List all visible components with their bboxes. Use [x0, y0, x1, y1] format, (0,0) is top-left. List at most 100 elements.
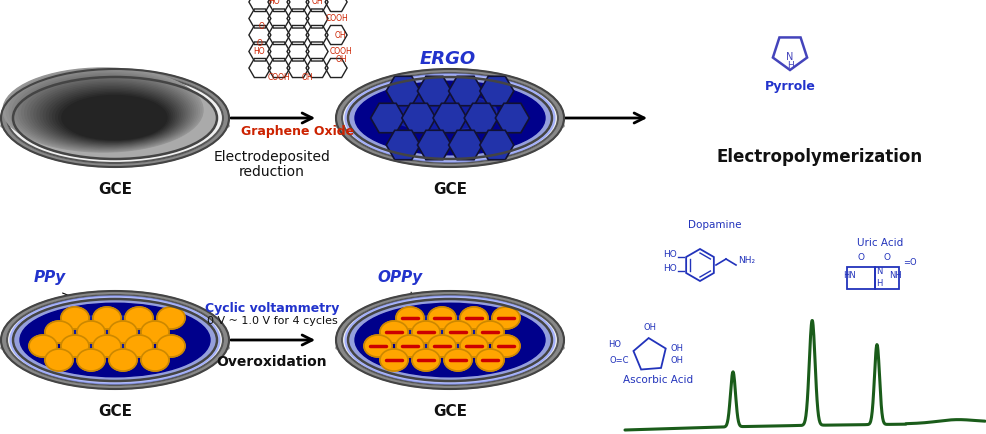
Ellipse shape [13, 77, 217, 159]
Ellipse shape [380, 349, 408, 371]
Ellipse shape [6, 69, 201, 151]
Ellipse shape [55, 92, 171, 141]
Text: OH: OH [335, 55, 347, 64]
Ellipse shape [336, 112, 564, 129]
Ellipse shape [109, 321, 137, 343]
Ellipse shape [1, 117, 229, 133]
Text: OH: OH [644, 323, 657, 332]
Ellipse shape [336, 338, 564, 355]
Ellipse shape [34, 82, 184, 145]
Text: HO: HO [268, 0, 280, 7]
Text: OH: OH [670, 356, 683, 365]
Ellipse shape [342, 73, 558, 163]
Ellipse shape [1, 115, 229, 132]
Text: O: O [883, 253, 890, 262]
Ellipse shape [1, 338, 229, 355]
Ellipse shape [336, 69, 564, 167]
Text: HO: HO [608, 340, 621, 349]
Text: reduction: reduction [239, 165, 305, 179]
Ellipse shape [1, 334, 229, 350]
Ellipse shape [1, 112, 229, 129]
Ellipse shape [10, 296, 220, 384]
Text: HN: HN [843, 271, 856, 280]
Ellipse shape [476, 349, 504, 371]
Text: HO: HO [253, 47, 265, 56]
Ellipse shape [20, 303, 210, 377]
Ellipse shape [1, 335, 229, 352]
Ellipse shape [16, 74, 195, 149]
Ellipse shape [336, 114, 564, 130]
Ellipse shape [1, 291, 229, 389]
Text: O: O [858, 253, 865, 262]
Ellipse shape [141, 349, 169, 371]
Ellipse shape [9, 71, 199, 151]
Ellipse shape [444, 321, 472, 343]
Text: NH: NH [888, 271, 901, 280]
Ellipse shape [348, 77, 552, 159]
Ellipse shape [336, 335, 564, 352]
Text: GCE: GCE [98, 404, 132, 419]
Ellipse shape [336, 334, 564, 350]
Ellipse shape [355, 81, 545, 155]
Ellipse shape [336, 340, 564, 356]
Ellipse shape [387, 315, 497, 353]
Ellipse shape [1, 112, 229, 128]
Text: NH₂: NH₂ [738, 256, 755, 265]
Text: Uric Acid: Uric Acid [857, 238, 903, 248]
Text: =O: =O [903, 258, 917, 267]
Ellipse shape [22, 77, 191, 148]
Ellipse shape [1, 115, 229, 132]
Text: COOH: COOH [325, 14, 348, 23]
Ellipse shape [43, 87, 178, 144]
Ellipse shape [492, 335, 520, 357]
Ellipse shape [61, 307, 89, 329]
Ellipse shape [336, 339, 564, 355]
Ellipse shape [364, 335, 392, 357]
Ellipse shape [28, 79, 187, 147]
Ellipse shape [52, 91, 173, 141]
Ellipse shape [336, 112, 564, 128]
Ellipse shape [342, 295, 558, 385]
Ellipse shape [77, 349, 105, 371]
Ellipse shape [1, 114, 229, 130]
Ellipse shape [40, 85, 180, 144]
Ellipse shape [45, 349, 73, 371]
Ellipse shape [1, 118, 229, 135]
Ellipse shape [29, 335, 57, 357]
Ellipse shape [3, 68, 203, 152]
Text: Cyclic voltammetry: Cyclic voltammetry [205, 302, 339, 315]
Text: Electrodeposited: Electrodeposited [214, 150, 330, 164]
Text: OH: OH [312, 0, 322, 7]
Ellipse shape [336, 291, 564, 389]
Ellipse shape [125, 335, 153, 357]
Ellipse shape [355, 303, 545, 377]
Ellipse shape [62, 95, 167, 140]
Text: GCE: GCE [433, 182, 467, 197]
Ellipse shape [7, 73, 223, 163]
Text: OPPy: OPPy [378, 270, 423, 285]
Ellipse shape [1, 340, 229, 356]
Text: O: O [258, 22, 264, 31]
Ellipse shape [336, 111, 564, 128]
Ellipse shape [31, 81, 186, 146]
Ellipse shape [336, 332, 564, 349]
Text: ERGO: ERGO [420, 50, 476, 68]
Text: HO: HO [664, 250, 676, 259]
Text: 0 V ~ 1.0 V for 4 cycles: 0 V ~ 1.0 V for 4 cycles [207, 316, 337, 326]
Text: COOH: COOH [329, 47, 352, 56]
Text: Overoxidation: Overoxidation [217, 355, 327, 369]
Text: O: O [257, 39, 263, 48]
Ellipse shape [77, 321, 105, 343]
Ellipse shape [109, 349, 137, 371]
Ellipse shape [1, 111, 229, 128]
Text: Pyrrole: Pyrrole [764, 80, 815, 93]
Ellipse shape [387, 93, 497, 131]
Ellipse shape [1, 339, 229, 355]
Ellipse shape [336, 335, 564, 352]
Ellipse shape [380, 321, 408, 343]
Ellipse shape [396, 335, 424, 357]
Text: Ascorbic Acid: Ascorbic Acid [623, 375, 693, 385]
Ellipse shape [345, 296, 555, 384]
Ellipse shape [396, 307, 424, 329]
Ellipse shape [336, 118, 564, 135]
